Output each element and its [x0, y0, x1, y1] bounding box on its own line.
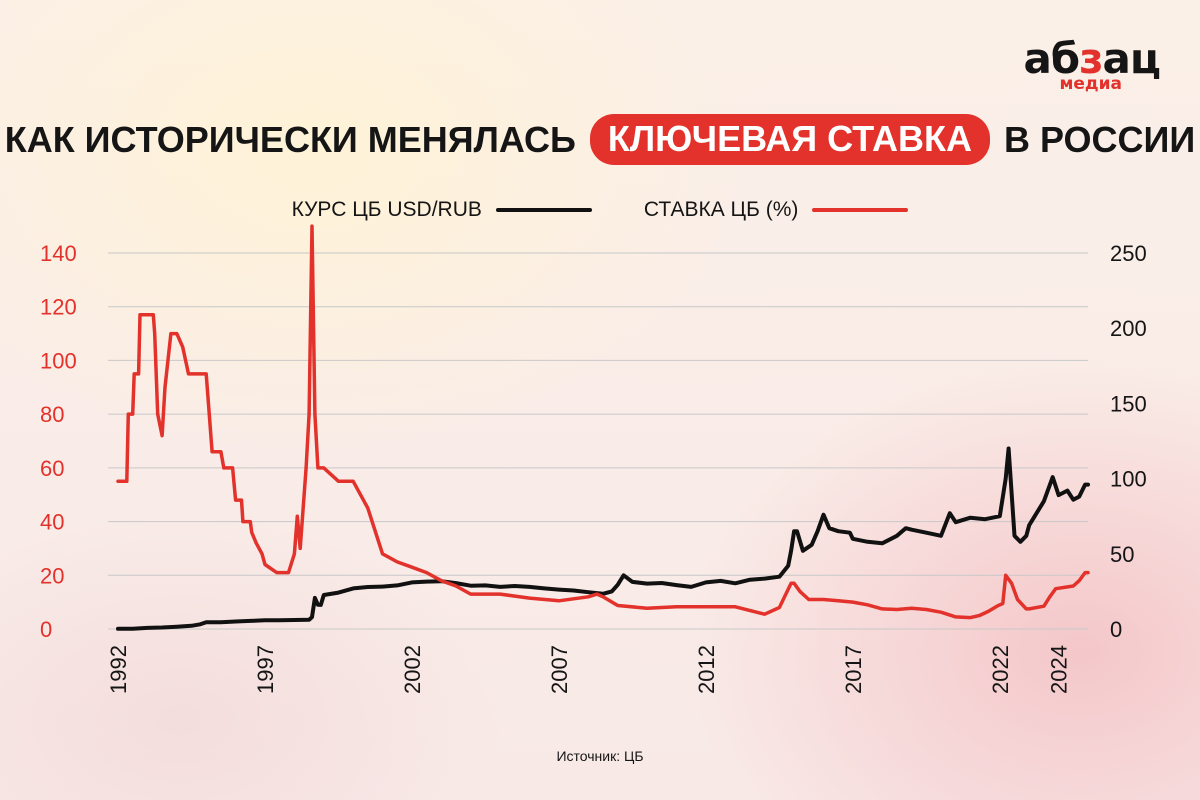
y-right-tick-label: 250 — [1110, 241, 1147, 266]
brand-logo: абзац медиа — [1023, 34, 1161, 94]
legend-swatch-rate — [812, 208, 909, 212]
x-tick-label: 2024 — [1047, 645, 1072, 694]
x-tick-label: 1992 — [106, 645, 131, 694]
legend-item-usd: КУРС ЦБ USD/RUB — [292, 198, 592, 222]
title-after: В РОССИИ — [1003, 118, 1196, 160]
y-right-tick-label: 200 — [1110, 316, 1147, 341]
y-left-tick-label: 60 — [40, 456, 64, 481]
brand-subtitle: медиа — [1059, 74, 1122, 94]
y-right-tick-label: 150 — [1110, 391, 1147, 416]
usd-rub-series-line — [116, 446, 1090, 631]
legend-label-usd: КУРС ЦБ USD/RUB — [291, 198, 482, 221]
x-tick-label: 2022 — [988, 645, 1013, 694]
y-right-tick-label: 50 — [1110, 542, 1134, 567]
y-right-tick-label: 0 — [1110, 617, 1122, 642]
y-left-tick-label: 140 — [40, 241, 77, 266]
chart-legend: КУРС ЦБ USD/RUB СТАВКА ЦБ (%) — [0, 198, 1200, 222]
page-title: КАК ИСТОРИЧЕСКИ МЕНЯЛАСЬ КЛЮЧЕВАЯ СТАВКА… — [0, 114, 1200, 165]
y-left-tick-label: 100 — [40, 348, 77, 373]
legend-swatch-usd — [495, 208, 592, 212]
x-tick-label: 1997 — [253, 645, 278, 694]
x-tick-label: 2017 — [841, 645, 866, 694]
y-left-tick-label: 0 — [40, 617, 52, 642]
x-tick-label: 2012 — [694, 645, 719, 694]
source-note: Источник: ЦБ — [556, 748, 644, 764]
x-tick-label: 2007 — [547, 645, 572, 694]
y-left-tick-label: 120 — [40, 295, 77, 320]
key-rate-series-line — [116, 224, 1090, 620]
x-tick-label: 2002 — [400, 645, 425, 694]
legend-label-rate: СТАВКА ЦБ (%) — [643, 198, 799, 221]
title-highlight: КЛЮЧЕВАЯ СТАВКА — [589, 114, 990, 165]
legend-item-rate: СТАВКА ЦБ (%) — [644, 198, 909, 222]
y-left-tick-label: 40 — [40, 510, 64, 535]
y-left-tick-label: 80 — [40, 402, 64, 427]
y-right-tick-label: 100 — [1110, 467, 1147, 492]
y-left-tick-label: 20 — [40, 563, 64, 588]
title-before: КАК ИСТОРИЧЕСКИ МЕНЯЛАСЬ — [4, 118, 576, 160]
brand-wordmark: абзац — [1023, 34, 1161, 83]
